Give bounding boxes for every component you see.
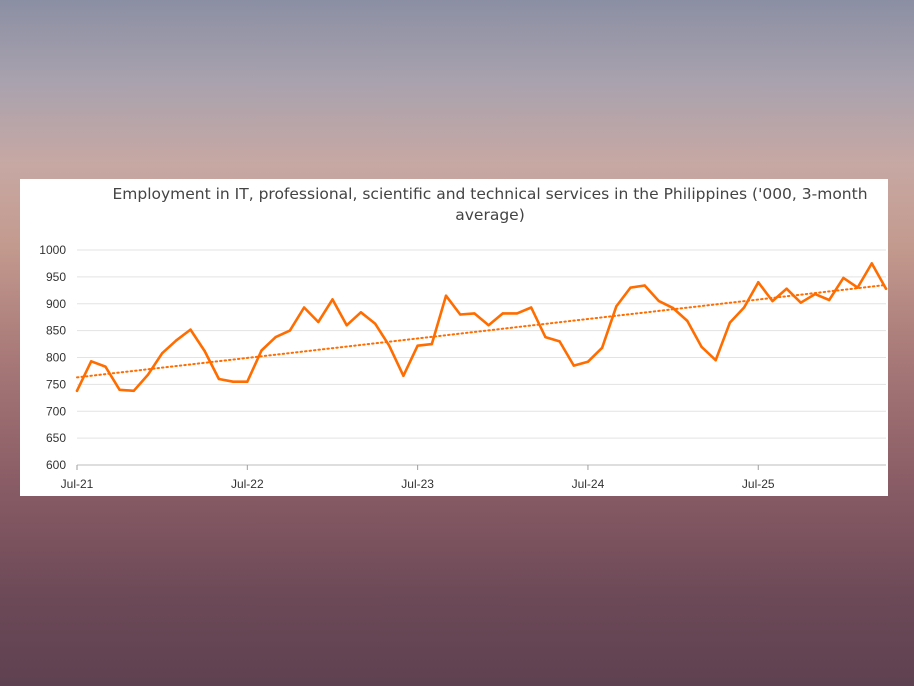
data-point <box>118 388 121 391</box>
data-point <box>671 306 675 310</box>
data-point <box>586 360 590 363</box>
y-tick-label: 800 <box>46 351 66 365</box>
data-point <box>75 389 79 393</box>
x-tick-label: Jul-21 <box>61 477 94 491</box>
data-point <box>529 306 533 309</box>
y-tick-label: 700 <box>46 404 66 418</box>
data-point <box>373 322 377 325</box>
data-point <box>501 312 504 315</box>
data-point <box>146 373 150 376</box>
data-point <box>444 294 448 297</box>
x-tick-label: Jul-25 <box>742 477 775 491</box>
data-point <box>160 352 164 355</box>
data-point <box>231 380 235 383</box>
data-point <box>686 319 689 323</box>
y-tick-label: 900 <box>46 297 66 311</box>
data-point <box>515 312 519 315</box>
data-point <box>217 377 221 381</box>
employment-series-line <box>75 262 888 393</box>
data-point <box>487 324 490 327</box>
y-tick-label: 600 <box>46 458 66 472</box>
data-point <box>104 365 107 368</box>
data-point <box>572 364 575 367</box>
y-tick-label: 750 <box>46 377 66 391</box>
data-point <box>203 349 206 353</box>
y-tick-label: 1000 <box>39 243 66 257</box>
data-point <box>302 306 306 309</box>
data-point <box>430 342 434 346</box>
data-point <box>742 306 746 309</box>
x-tick-label: Jul-22 <box>231 477 264 491</box>
data-point <box>416 344 419 347</box>
data-point <box>728 321 732 324</box>
line-chart: 1000 950 900 850 800 750 700 650 600 Jul-21 Jul-22… <box>39 243 888 491</box>
y-tick-label: 850 <box>46 324 66 338</box>
data-point <box>600 346 604 350</box>
data-point <box>288 329 292 332</box>
data-point <box>558 340 561 343</box>
data-point <box>714 358 717 362</box>
data-point <box>359 311 363 314</box>
data-point <box>813 292 817 296</box>
data-point <box>870 262 874 265</box>
data-point <box>771 299 774 303</box>
data-point <box>459 313 462 316</box>
y-tick-label: 650 <box>46 431 66 445</box>
data-point <box>643 284 646 287</box>
data-point <box>473 312 476 315</box>
data-point <box>785 287 788 290</box>
data-point <box>246 380 249 383</box>
data-point <box>189 328 192 331</box>
data-point <box>331 298 334 301</box>
data-point <box>700 345 703 348</box>
data-point <box>884 287 888 290</box>
data-point <box>615 305 618 308</box>
y-tick-label: 950 <box>46 270 66 284</box>
x-tick-label: Jul-24 <box>572 477 605 491</box>
data-point <box>132 389 135 393</box>
data-point <box>388 344 391 347</box>
data-point <box>757 281 760 284</box>
data-point <box>544 335 547 339</box>
data-point <box>402 374 405 377</box>
x-tick-label: Jul-23 <box>401 477 434 491</box>
data-point <box>842 276 845 280</box>
data-point <box>345 324 348 327</box>
data-point <box>657 299 661 303</box>
data-point <box>89 360 93 363</box>
data-point <box>828 298 831 302</box>
data-point <box>799 301 803 304</box>
chart-card: Employment in IT, professional, scientif… <box>20 179 888 496</box>
data-point <box>856 286 859 289</box>
data-point <box>260 349 263 352</box>
data-point <box>317 320 320 324</box>
data-point <box>629 286 632 289</box>
chart-title: Employment in IT, professional, scientif… <box>112 185 868 224</box>
data-point <box>274 335 277 339</box>
trend-line <box>76 283 887 379</box>
data-point <box>175 339 178 342</box>
